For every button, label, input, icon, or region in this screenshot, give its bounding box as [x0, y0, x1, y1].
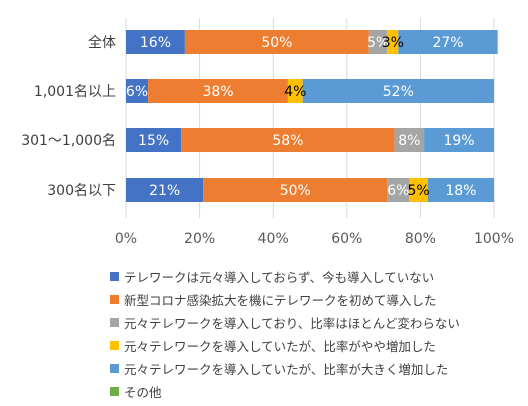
legend-swatch	[110, 387, 119, 396]
category-label: 全体	[88, 34, 116, 51]
data-label: 15%	[138, 133, 169, 149]
x-tick-label: 100%	[474, 231, 514, 247]
legend-swatch	[110, 295, 119, 304]
bar-segment	[424, 128, 494, 152]
legend-item: テレワークは元々導入しておらず、今も導入していない	[110, 265, 520, 288]
data-label: 52%	[383, 84, 414, 100]
bar-segment	[394, 128, 425, 152]
data-label: 38%	[202, 84, 233, 100]
legend: テレワークは元々導入しておらず、今も導入していない 新型コロナ感染拡大を機にテレワ…	[110, 265, 520, 403]
data-label: 19%	[443, 133, 474, 149]
segment-labels: 16% 50% 5%3% 27%6% 38% 4% 52%15% 58% 8% 19%21% 50%…	[126, 35, 477, 199]
data-label: 21%	[149, 183, 180, 199]
bar-segment	[398, 30, 498, 54]
legend-item: 元々テレワークを導入していたが、比率が大きく増加した	[110, 357, 520, 380]
data-label: 16%	[140, 35, 171, 51]
data-label: 5%	[407, 183, 429, 199]
legend-label: 元々テレワークを導入しており、比率はほとんど変わらない	[124, 316, 460, 331]
bar-segment	[181, 128, 395, 152]
x-tick-label: 60%	[331, 231, 362, 247]
legend-label: 元々テレワークを導入していたが、比率が大きく増加した	[124, 362, 449, 377]
data-label: 6%	[126, 84, 148, 100]
legend-label: その他	[124, 385, 162, 400]
data-label: 8%	[398, 133, 420, 149]
legend-swatch	[110, 318, 119, 327]
legend-item: 新型コロナ感染拡大を機にテレワークを初めて導入した	[110, 288, 520, 311]
legend-swatch	[110, 341, 119, 350]
bar-segment	[427, 178, 494, 202]
data-label: 50%	[280, 183, 311, 199]
bar-segment	[302, 79, 494, 103]
legend-swatch	[110, 364, 119, 373]
bar-segment	[368, 30, 388, 54]
bar-segment	[148, 79, 288, 103]
data-label: 27%	[432, 35, 463, 51]
bar-segment	[387, 30, 399, 54]
category-label: 1,001名以上	[34, 84, 116, 100]
bar-segment	[387, 178, 410, 202]
x-tick-label: 0%	[115, 231, 137, 247]
legend-item: 元々テレワークを導入していたが、比率がやや増加した	[110, 334, 520, 357]
bar-segment	[184, 30, 369, 54]
legend-label: 元々テレワークを導入していたが、比率がやや増加した	[124, 339, 436, 354]
data-label: 6%	[387, 183, 409, 199]
x-tick-label: 80%	[405, 231, 436, 247]
data-label: 5%	[367, 35, 389, 51]
legend-item: その他	[110, 380, 520, 403]
data-label: 4%	[284, 84, 306, 100]
category-label: 301～1,000名	[21, 133, 116, 149]
bar-segment	[126, 79, 149, 103]
x-tick-label: 40%	[258, 231, 289, 247]
bar-segment	[287, 79, 303, 103]
value-axis: 0% 20% 40% 60% 80% 100%	[115, 231, 514, 247]
bar-segment	[126, 178, 204, 202]
legend-label: 新型コロナ感染拡大を機にテレワークを初めて導入した	[124, 293, 437, 308]
data-label: 3%	[382, 35, 404, 51]
data-label: 50%	[261, 35, 292, 51]
x-tick-label: 20%	[184, 231, 215, 247]
legend-item: 元々テレワークを導入しており、比率はほとんど変わらない	[110, 311, 520, 334]
legend-label: テレワークは元々導入しておらず、今も導入していない	[124, 270, 435, 285]
stacked-bar-chart: 16% 50% 5%3% 27%6% 38% 4% 52%15% 58% 8% 19%21% 50%…	[21, 18, 514, 247]
bars	[126, 30, 498, 202]
bar-segment	[126, 128, 182, 152]
bar-segment	[126, 30, 185, 54]
bar-segment	[409, 178, 428, 202]
data-label: 18%	[445, 183, 476, 199]
legend-swatch	[110, 272, 119, 281]
category-label: 300名以下	[47, 183, 116, 199]
data-label: 58%	[272, 133, 303, 149]
category-axis: 全体 1,001名以上 301～1,000名 300名以下	[21, 34, 116, 199]
bar-segment	[203, 178, 388, 202]
